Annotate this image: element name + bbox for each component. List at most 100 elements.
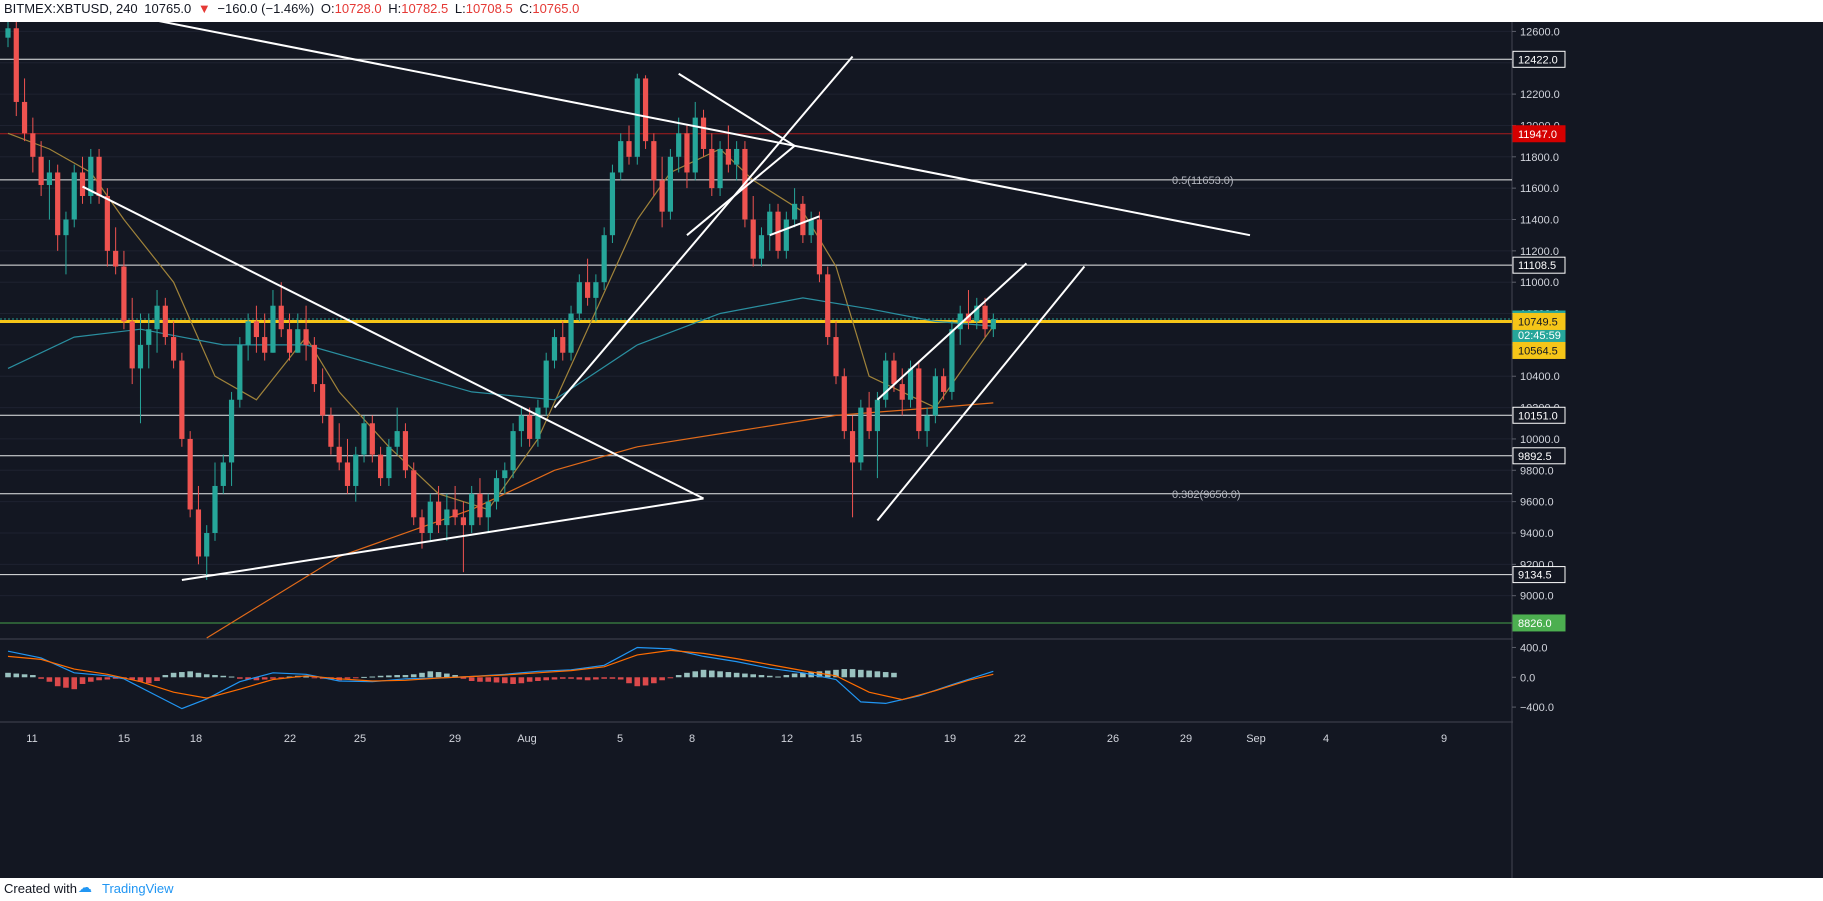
candle-body <box>435 501 442 526</box>
candle-body <box>361 423 367 455</box>
macd-histogram-bar <box>179 672 185 678</box>
candle-body <box>618 141 624 173</box>
low-value: 10708.5 <box>465 1 513 16</box>
candle-body <box>220 462 226 486</box>
candle-body <box>154 305 160 330</box>
macd-histogram-bar <box>21 674 28 678</box>
macd-histogram-bar <box>303 676 309 678</box>
price-tag-label: 10564.5 <box>1518 345 1558 357</box>
candle-body <box>88 156 94 196</box>
macd-histogram-bar <box>386 675 392 678</box>
candle-body <box>55 172 61 236</box>
time-tick-label: 15 <box>118 733 130 745</box>
candle-body <box>204 532 210 557</box>
candle-body <box>5 28 11 38</box>
price-tick-label: 11800.0 <box>1520 152 1559 164</box>
footer: Created with ☁ TradingView <box>0 878 1823 901</box>
candle-body <box>568 313 574 353</box>
price-tick-label: 9000.0 <box>1520 591 1554 603</box>
macd-histogram-bar <box>452 675 458 678</box>
trendline <box>158 22 1251 237</box>
candle-body <box>21 101 28 134</box>
macd-histogram-bar <box>377 675 384 678</box>
macd-histogram-bar <box>46 677 53 682</box>
candle-body <box>734 148 740 165</box>
macd-histogram-bar <box>725 672 732 678</box>
candle-body <box>808 219 814 236</box>
price-tag <box>1512 50 1566 68</box>
macd-histogram-bar <box>858 669 864 678</box>
macd-histogram-bar <box>535 677 541 681</box>
candle-body <box>667 156 673 212</box>
macd-histogram-bar <box>874 671 881 678</box>
price-tag <box>1512 447 1566 465</box>
price-tag-label: 02:45:59 <box>1518 330 1561 342</box>
macd-histogram-bar <box>551 677 558 680</box>
close-label: C: <box>519 1 533 16</box>
candle-body <box>245 321 251 345</box>
candle-body <box>493 478 500 502</box>
moving-average-line <box>7 297 994 401</box>
candle-body <box>518 415 524 432</box>
candle-body <box>990 319 996 330</box>
candle-body <box>237 344 243 400</box>
fib-labels: 0.5(11653.0) 0.382(9650.0) <box>1172 175 1241 501</box>
macd-histogram-bar <box>203 674 210 678</box>
macd-histogram-bar <box>352 677 359 679</box>
candle-body <box>849 431 856 463</box>
candle-body <box>825 274 831 338</box>
trendline <box>876 265 1086 522</box>
macd-histogram-bar <box>79 677 86 684</box>
candle-body <box>146 329 152 345</box>
macd-histogram-bar <box>775 676 781 678</box>
tradingview-logo-icon[interactable]: ☁ <box>78 879 92 895</box>
price-tick-label: 9800.0 <box>1520 465 1554 477</box>
macd-histogram-bar <box>609 677 616 679</box>
tradingview-link[interactable]: TradingView <box>102 881 174 896</box>
price-chart[interactable]: 0.5(11653.0) 0.382(9650.0) 12600.0 12 400.0… <box>0 22 1823 878</box>
time-tick-label: 8 <box>689 733 695 745</box>
macd-histogram-bar <box>675 675 682 678</box>
macd-histogram-bar <box>38 677 44 679</box>
price-tick-label: 10000.0 <box>1520 434 1560 446</box>
candle-body <box>725 148 731 165</box>
macd-histogram-bar <box>576 677 583 680</box>
price-tick-label: 11400.0 <box>1520 214 1559 226</box>
macd-histogram-bar <box>791 673 798 678</box>
candle-body <box>13 28 19 102</box>
symbol-header: BITMEX:XBTUSD, 240 10765.0 ▼ −160.0 (−1.… <box>0 0 1823 22</box>
price-tick-label: 12600.0 <box>1520 26 1560 38</box>
macd-histogram-bar <box>841 669 848 678</box>
candle-body <box>874 399 880 432</box>
candle-body <box>113 250 119 267</box>
candle-body <box>402 431 409 471</box>
price-tag <box>1512 406 1566 424</box>
last-price: 10765.0 <box>144 1 192 16</box>
candle-body <box>195 509 202 557</box>
macd-tick-label: −400.0 <box>1520 702 1554 714</box>
macd-histogram-bar <box>129 677 135 680</box>
macd-histogram-bar <box>800 672 806 678</box>
trendline <box>181 497 704 581</box>
macd-histogram-bar <box>493 677 500 683</box>
candle-body <box>593 282 599 298</box>
macd-histogram-bar <box>402 675 409 678</box>
price-tag-label: 10749.5 <box>1518 316 1558 328</box>
high-label: H: <box>388 1 402 16</box>
macd-histogram-bar <box>5 672 11 678</box>
price-tick-label: 11200.0 <box>1520 246 1559 258</box>
time-tick-label: 15 <box>850 733 862 745</box>
candle-body <box>551 337 558 361</box>
price-tag <box>1512 341 1566 359</box>
macd-histogram-bar <box>394 675 400 678</box>
candle-body <box>899 384 905 400</box>
candle-body <box>104 195 110 251</box>
price-tag-label: 11947.0 <box>1518 129 1557 141</box>
symbol-label[interactable]: BITMEX:XBTUSD, 240 <box>4 1 138 16</box>
macd-histogram-bar <box>568 677 574 679</box>
candle-body <box>253 321 259 338</box>
macd-histogram-bar <box>361 676 367 678</box>
macd-histogram-bar <box>692 671 699 678</box>
candle-body <box>535 407 541 439</box>
macd-histogram-bar <box>88 677 94 682</box>
